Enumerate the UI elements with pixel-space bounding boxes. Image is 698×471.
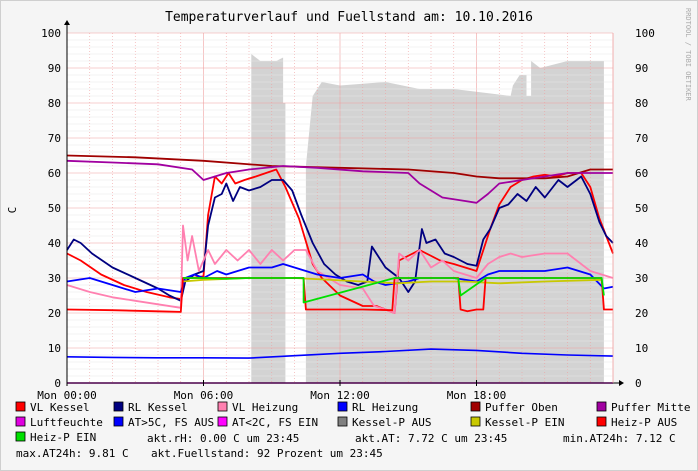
y-tick-label-left: 70 [48,132,61,145]
legend-swatch [337,401,348,412]
y-tick-label-right: 50 [635,202,648,215]
y-tick-label-right: 10 [635,342,648,355]
chart-title: Temperaturverlauf und Fuellstand am: 10.… [165,10,533,25]
legend-label: Puffer Mitte [611,401,690,414]
series-line-5 [66,159,613,204]
legend-label: Heiz-P EIN [30,431,96,444]
legend-swatch [113,401,124,412]
legend-label: Heiz-P AUS [611,416,677,429]
axes-layer: 0 0 10 10 20 20 30 30 40 40 50 50 60 60 70 70 80 80 90 90 10… [37,20,655,402]
stat-rh: akt.rH: 0.00 C um 23:45 [147,432,299,445]
legend-label: Luftfeuchte [30,416,103,429]
legend-label: Kessel-P EIN [485,416,564,429]
x-tick-label: Mon 18:00 [447,389,507,402]
fill-level-area [251,54,604,383]
x-tick-label: Mon 12:00 [310,389,370,402]
y-tick-label-left: 60 [48,167,61,180]
y-tick-label-right: 90 [635,62,648,75]
series-line-4 [66,154,613,180]
legend-label: AT>5C, FS AUS [128,416,214,429]
series-line-7 [66,348,614,359]
legend: VL Kessel RL Kessel VL Heizung RL Heizung Pu… [15,401,690,444]
legend-swatch [470,401,481,412]
legend-label: AT<2C, FS EIN [232,416,318,429]
y-tick-label-left: 0 [54,377,61,390]
series-layer [66,154,614,384]
series-line-12 [183,277,605,304]
legend-swatch [337,416,348,427]
y-tick-label-left: 80 [48,97,61,110]
y-tick-label-right: 0 [635,377,642,390]
stat-at: akt.AT: 7.72 C um 23:45 [355,432,507,445]
y-tick-label-left: 90 [48,62,61,75]
series-line-3 [66,263,614,293]
legend-label: RL Heizung [352,401,418,414]
legend-label: Puffer Oben [485,401,558,414]
y-tick-label-right: 100 [635,27,655,40]
legend-swatch [217,416,228,427]
y-tick-label-right: 70 [635,132,648,145]
y-tick-label-left: 50 [48,202,61,215]
y-tick-label-right: 20 [635,307,648,320]
legend-label: Kessel-P AUS [352,416,431,429]
legend-label: VL Kessel [30,401,90,414]
legend-swatch [596,416,607,427]
legend-swatch [217,401,228,412]
legend-label: RL Kessel [128,401,188,414]
stat-fill: akt.Fuellstand: 92 Prozent um 23:45 [151,447,383,460]
stat-min-at: min.AT24h: 7.12 C [563,432,676,445]
y-tick-label-left: 40 [48,237,61,250]
x-axis-arrow [619,380,624,386]
legend-swatch [15,431,26,442]
legend-swatch [15,416,26,427]
y-axis-arrow [64,20,70,25]
stat-max-at: max.AT24h: 9.81 C [16,447,129,460]
y-tick-label-right: 30 [635,272,648,285]
y-tick-label-right: 60 [635,167,648,180]
legend-swatch [470,416,481,427]
legend-swatch [596,401,607,412]
x-tick-label: Mon 00:00 [37,389,97,402]
legend-swatch [15,401,26,412]
series-line-2 [66,224,614,314]
y-tick-label-left: 10 [48,342,61,355]
x-tick-label: Mon 06:00 [174,389,234,402]
y-tick-label-left: 30 [48,272,61,285]
y-tick-label-right: 40 [635,237,648,250]
y-tick-label-left: 100 [41,27,61,40]
y-tick-label-right: 80 [635,97,648,110]
legend-label: VL Heizung [232,401,298,414]
fill-level-layer [251,54,604,383]
legend-swatch [113,416,124,427]
y-tick-label-left: 20 [48,307,61,320]
watermark: RRDTOOL / TOBI OETIKER [684,8,692,102]
y-axis-label: C [6,207,19,214]
